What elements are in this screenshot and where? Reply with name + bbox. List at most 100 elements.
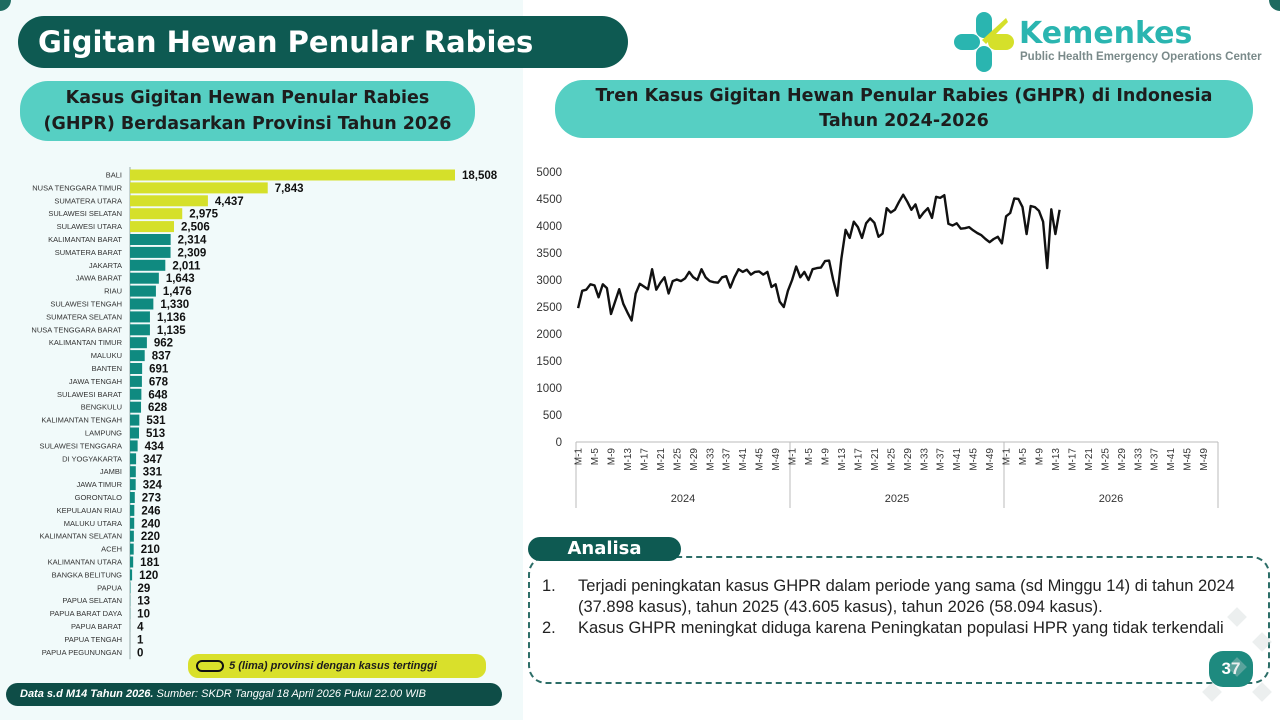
bar [130,169,455,181]
x-tick-label: M-21 [870,448,881,471]
analysis-list: 1. Terjadi peningkatan kasus GHPR dalam … [542,576,1242,639]
bar [130,479,136,491]
bar-category-label: GORONTALO [75,493,123,502]
bar [130,272,159,284]
bar-value-label: 29 [138,583,151,595]
bar-category-label: SUMATERA UTARA [54,196,122,205]
logo-title: Kemenkes [1019,16,1193,51]
bar-value-label: 1 [137,634,144,646]
y-tick-label: 1500 [536,356,562,368]
y-tick-label: 2500 [536,302,562,314]
bar-category-label: BENGKULU [81,403,122,412]
bar [130,195,208,207]
bar [130,246,171,258]
bar-value-label: 120 [139,570,158,582]
bar-value-label: 220 [141,531,160,543]
bar-value-label: 2,314 [178,235,207,247]
bar [130,504,135,516]
corner-decoration [0,0,11,11]
bar-value-label: 1,136 [157,312,186,324]
bar-value-label: 1,330 [160,299,189,311]
bar [130,569,133,581]
bar [130,182,268,194]
bar-category-label: KALIMANTAN BARAT [48,235,122,244]
x-tick-label: M-13 [623,448,634,471]
bar-category-label: SUMATERA BARAT [55,248,123,257]
bar-value-label: 678 [149,376,169,388]
legend-swatch [196,660,224,673]
y-tick-label: 4500 [536,194,562,206]
x-tick-label: M-25 [1100,448,1111,471]
x-tick-label: M-1 [1002,448,1013,466]
x-tick-label: M-5 [804,448,815,466]
bar-category-label: KALIMANTAN TENGAH [41,416,122,425]
x-tick-label: M-29 [1117,448,1128,471]
analysis-item-text: Kasus GHPR meningkat diduga karena Penin… [578,619,1224,637]
bar-value-label: 13 [137,596,150,608]
bar-value-label: 648 [148,389,168,401]
bar-value-label: 837 [152,351,171,363]
legend: 5 (lima) provinsi dengan kasus tertinggi [188,654,486,678]
bar-category-label: PAPUA BARAT [71,622,122,631]
bar-value-label: 324 [143,480,163,492]
x-tick-label: M-1 [574,448,585,466]
x-tick-label: M-17 [853,448,864,471]
x-tick-label: M-21 [1084,448,1095,471]
data-source-footnote: Data s.d M14 Tahun 2026. Sumber: SKDR Ta… [6,683,502,706]
x-tick-label: M-17 [1067,448,1078,471]
bar-category-label: PAPUA TENGAH [64,635,122,644]
province-bar-chart: BALI 18,508 NUSA TENGGARA TIMUR 7,843 SUMATE… [31,167,498,659]
x-tick-label: M-17 [639,448,650,471]
bar-value-label: 513 [146,428,165,440]
bar-category-label: PAPUA [97,583,122,592]
bar-value-label: 181 [140,557,160,569]
bar-category-label: JAWA TIMUR [76,480,122,489]
bar [130,350,145,362]
bar [130,311,150,323]
analysis-tag: Analisa [528,537,681,561]
bar-value-label: 246 [141,505,160,517]
y-tick-label: 0 [556,437,562,449]
bar-category-label: JAMBI [100,467,122,476]
bar-category-label: LAMPUNG [85,429,122,438]
x-tick-label: M-13 [1051,448,1062,471]
bar-category-label: SULAWESI TENGGARA [39,441,122,450]
bar-value-label: 7,843 [275,183,304,195]
bar [130,298,154,310]
x-tick-label: M-1 [788,448,799,466]
y-tick-label: 5000 [536,167,562,179]
bar-value-label: 331 [143,467,163,479]
bar [130,375,142,387]
bar [130,324,150,336]
bar-category-label: JAKARTA [89,261,122,270]
bar-chart-heading-line2: (GHPR) Berdasarkan Provinsi Tahun 2026 [43,114,452,134]
bar-value-label: 962 [154,338,173,350]
page-number: 37 [1209,651,1253,687]
bar-value-label: 1,476 [163,286,192,298]
x-tick-label: M-25 [886,448,897,471]
x-tick-label: M-33 [705,448,716,471]
analysis-item: 2. Kasus GHPR meningkat diduga karena Pe… [542,618,1242,639]
trend-line [576,193,1061,322]
bar-category-label: DI YOGYAKARTA [62,454,122,463]
bar [130,582,131,594]
x-tick-label: M-5 [1018,448,1029,466]
bar-category-label: BALI [106,171,122,180]
bar-category-label: MALUKU [91,351,122,360]
bar-category-label: PAPUA BARAT DAYA [50,609,122,618]
x-tick-label: M-29 [903,448,914,471]
bar-category-label: JAWA TENGAH [69,377,122,386]
bar-category-label: SULAWESI SELATAN [48,209,122,218]
bar [130,414,140,426]
bar [130,234,171,245]
y-tick-label: 2000 [536,329,562,341]
bar [130,208,183,220]
x-tick-label: M-33 [919,448,930,471]
x-tick-label: M-45 [969,448,980,471]
x-tick-label: M-49 [985,448,996,471]
bar-value-label: 531 [146,415,166,427]
bar-value-label: 434 [145,441,165,453]
logo-subtitle: Public Health Emergency Operations Cente… [1020,51,1262,63]
x-tick-label: M-37 [936,448,947,471]
bar-category-label: ACEH [101,545,122,554]
